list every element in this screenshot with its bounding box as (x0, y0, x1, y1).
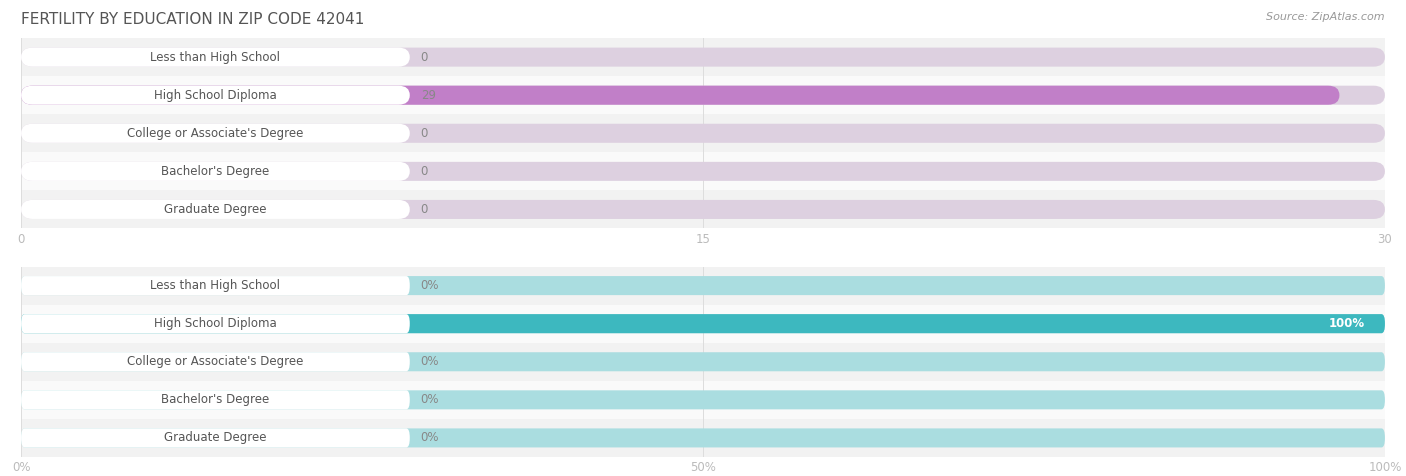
FancyBboxPatch shape (21, 124, 1385, 143)
FancyBboxPatch shape (21, 314, 1385, 333)
Text: Graduate Degree: Graduate Degree (165, 431, 267, 445)
FancyBboxPatch shape (21, 276, 409, 295)
Bar (21, 419, 1385, 457)
FancyBboxPatch shape (21, 428, 409, 447)
Text: 0%: 0% (420, 355, 439, 368)
Bar (21, 152, 1385, 190)
FancyBboxPatch shape (21, 48, 409, 67)
Bar (21, 343, 1385, 381)
Bar (21, 267, 1385, 305)
Text: Less than High School: Less than High School (150, 279, 280, 292)
Text: 0: 0 (420, 203, 427, 216)
FancyBboxPatch shape (21, 86, 1385, 105)
Bar (21, 190, 1385, 228)
FancyBboxPatch shape (21, 200, 409, 219)
Text: 0%: 0% (420, 279, 439, 292)
FancyBboxPatch shape (21, 428, 1385, 447)
Bar (21, 305, 1385, 343)
Text: High School Diploma: High School Diploma (155, 317, 277, 330)
FancyBboxPatch shape (21, 352, 1385, 371)
Bar (21, 38, 1385, 76)
Text: Bachelor's Degree: Bachelor's Degree (162, 393, 270, 407)
FancyBboxPatch shape (21, 314, 1385, 333)
Text: College or Associate's Degree: College or Associate's Degree (128, 127, 304, 140)
FancyBboxPatch shape (21, 86, 1340, 105)
Text: College or Associate's Degree: College or Associate's Degree (128, 355, 304, 368)
FancyBboxPatch shape (21, 352, 409, 371)
Text: High School Diploma: High School Diploma (155, 89, 277, 102)
FancyBboxPatch shape (21, 314, 409, 333)
FancyBboxPatch shape (21, 200, 1385, 219)
Text: 29: 29 (420, 89, 436, 102)
FancyBboxPatch shape (21, 390, 1385, 409)
Text: Source: ZipAtlas.com: Source: ZipAtlas.com (1267, 12, 1385, 22)
Text: 0%: 0% (420, 431, 439, 445)
Text: Less than High School: Less than High School (150, 50, 280, 64)
Text: Bachelor's Degree: Bachelor's Degree (162, 165, 270, 178)
Text: Graduate Degree: Graduate Degree (165, 203, 267, 216)
FancyBboxPatch shape (21, 276, 1385, 295)
FancyBboxPatch shape (21, 48, 1385, 67)
Text: FERTILITY BY EDUCATION IN ZIP CODE 42041: FERTILITY BY EDUCATION IN ZIP CODE 42041 (21, 12, 364, 27)
Bar (21, 76, 1385, 114)
FancyBboxPatch shape (21, 162, 1385, 181)
Bar (21, 114, 1385, 152)
FancyBboxPatch shape (21, 124, 409, 143)
Bar (21, 381, 1385, 419)
Text: 100%: 100% (1329, 317, 1364, 330)
Text: 0: 0 (420, 165, 427, 178)
FancyBboxPatch shape (21, 390, 409, 409)
Text: 0%: 0% (420, 393, 439, 407)
Text: 0: 0 (420, 50, 427, 64)
Text: 0: 0 (420, 127, 427, 140)
FancyBboxPatch shape (21, 86, 409, 105)
FancyBboxPatch shape (21, 162, 409, 181)
